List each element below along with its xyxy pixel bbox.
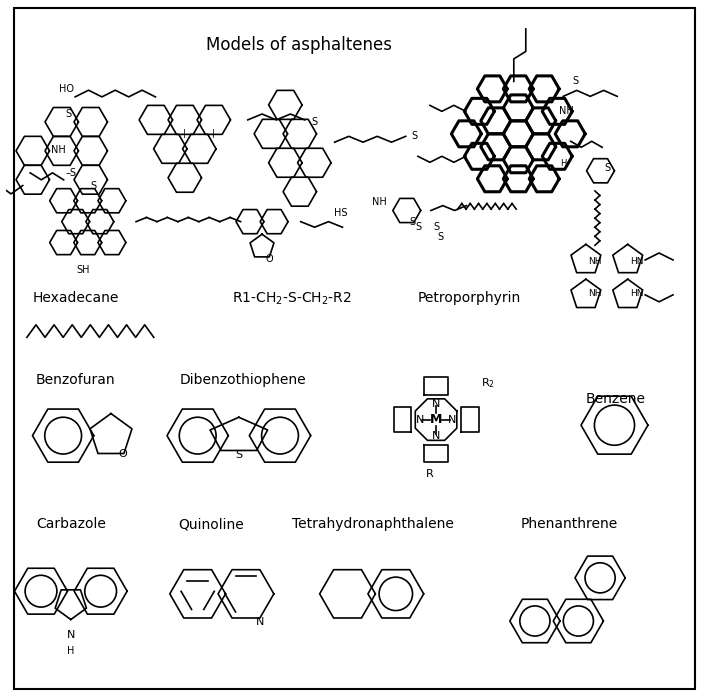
Text: |: | xyxy=(213,129,216,138)
Text: Carbazole: Carbazole xyxy=(36,517,106,531)
Text: SH: SH xyxy=(76,266,90,275)
Text: S: S xyxy=(434,222,440,232)
Text: O: O xyxy=(265,254,273,264)
Text: R1-CH$_2$-S-CH$_2$-R2: R1-CH$_2$-S-CH$_2$-R2 xyxy=(232,290,352,307)
Text: Tetrahydronaphthalene: Tetrahydronaphthalene xyxy=(292,517,454,531)
Text: S: S xyxy=(605,163,610,173)
Text: NH: NH xyxy=(372,197,386,207)
Text: Phenanthrene: Phenanthrene xyxy=(520,517,618,531)
Text: H: H xyxy=(67,646,74,656)
Text: O: O xyxy=(118,450,128,459)
Text: Benzene: Benzene xyxy=(586,392,646,406)
Text: Hexadecane: Hexadecane xyxy=(33,291,119,305)
Text: Dibenzothiophene: Dibenzothiophene xyxy=(179,373,306,387)
Text: H: H xyxy=(560,160,566,168)
Text: S: S xyxy=(65,109,72,118)
Text: NH: NH xyxy=(51,146,66,155)
Text: S: S xyxy=(411,131,417,141)
Text: S: S xyxy=(312,116,318,127)
Text: S: S xyxy=(409,217,415,227)
Text: Models of asphaltenes: Models of asphaltenes xyxy=(206,36,392,54)
Text: S: S xyxy=(438,232,444,242)
Text: NH: NH xyxy=(559,107,574,116)
Text: N: N xyxy=(432,399,440,408)
Text: M: M xyxy=(430,413,442,426)
Text: HS: HS xyxy=(334,208,347,218)
Text: R$_2$: R$_2$ xyxy=(481,376,495,390)
Text: Benzofuran: Benzofuran xyxy=(36,373,116,387)
Text: S: S xyxy=(572,77,579,86)
Text: NH: NH xyxy=(588,289,601,298)
Text: –S: –S xyxy=(65,168,77,178)
Text: S: S xyxy=(415,222,422,232)
Text: NH: NH xyxy=(588,257,601,266)
Text: HN: HN xyxy=(630,289,643,298)
Text: N: N xyxy=(448,415,456,424)
Text: R: R xyxy=(425,468,433,479)
Text: Quinoline: Quinoline xyxy=(179,517,245,531)
Text: N: N xyxy=(256,617,264,627)
Text: |: | xyxy=(184,129,186,138)
Text: Petroporphyrin: Petroporphyrin xyxy=(418,291,521,305)
Text: N: N xyxy=(67,630,75,640)
Text: HN: HN xyxy=(630,257,643,266)
Text: N: N xyxy=(416,415,424,424)
Text: HO: HO xyxy=(60,84,74,93)
Text: S: S xyxy=(91,181,96,190)
Text: N: N xyxy=(432,431,440,441)
Text: S: S xyxy=(235,450,242,461)
